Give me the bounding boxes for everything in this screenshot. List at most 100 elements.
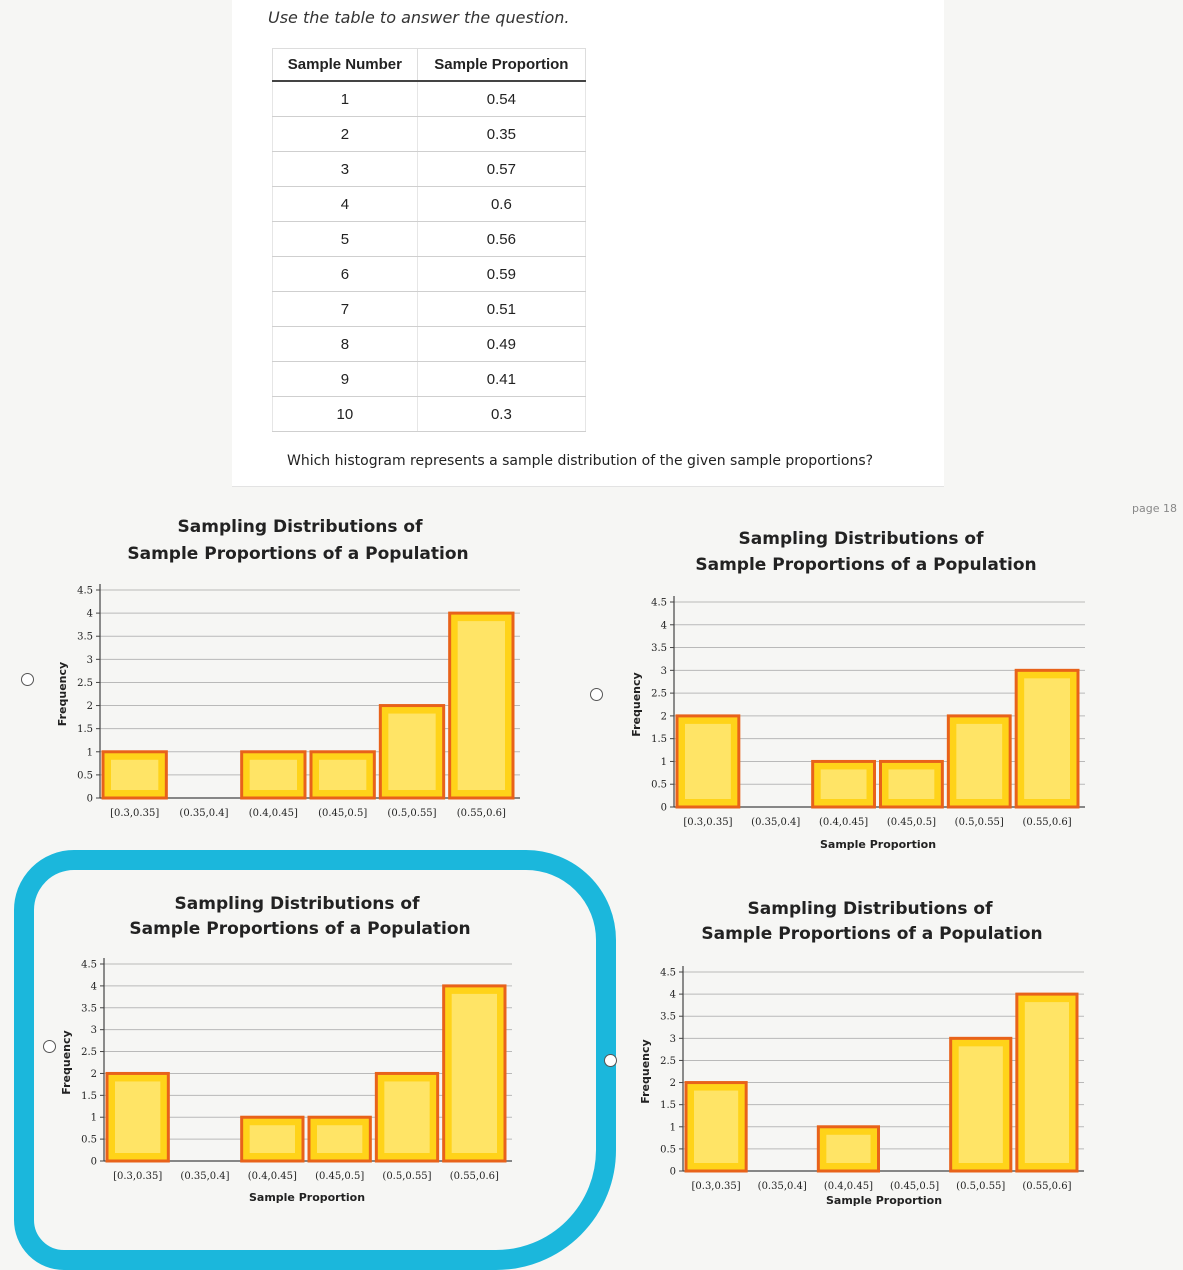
histogram-bar-highlight xyxy=(317,1125,363,1153)
x-category-label: (0.45,0.5] xyxy=(315,1171,364,1182)
y-tick-label: 0 xyxy=(661,803,667,814)
y-tick-label: 4 xyxy=(87,609,93,620)
y-tick-label: 4.5 xyxy=(81,960,97,971)
y-tick-label: 4.5 xyxy=(77,586,93,597)
question-text: Which histogram represents a sample dist… xyxy=(287,453,874,469)
histogram-bar-highlight xyxy=(249,1125,295,1153)
column-header-sample-number: Sample Number xyxy=(272,48,418,82)
chart-title-line-1: Sampling Distributions of xyxy=(739,529,985,549)
histogram-bar-highlight xyxy=(826,1134,871,1163)
y-tick-label: 2 xyxy=(87,701,93,712)
sample-proportion-cell: 0.57 xyxy=(416,151,587,187)
y-tick-label: 1 xyxy=(670,1122,676,1133)
y-tick-label: 2.5 xyxy=(77,678,93,689)
y-tick-label: 4 xyxy=(661,620,667,631)
y-tick-label: 1 xyxy=(87,747,93,758)
histogram-bar-highlight xyxy=(384,1081,430,1153)
x-category-label: [0.3,0.35] xyxy=(692,1181,741,1192)
y-tick-label: 1.5 xyxy=(651,734,667,745)
sample-number-cell: 10 xyxy=(272,396,418,432)
x-category-label: (0.35,0.4] xyxy=(179,808,228,819)
chart-title-line-1: Sampling Distributions of xyxy=(178,517,424,537)
histogram-bar-highlight xyxy=(388,713,436,790)
sample-number-cell: 7 xyxy=(272,291,418,327)
histogram-bar-highlight xyxy=(319,759,367,790)
x-category-label: (0.35,0.4] xyxy=(751,817,800,828)
y-tick-label: 0.5 xyxy=(77,770,93,781)
option-a-histogram: Sampling Distributions of Sample Proport… xyxy=(56,517,520,819)
x-category-label: (0.4,0.45] xyxy=(824,1181,873,1192)
x-category-label: (0.45,0.5] xyxy=(890,1181,939,1192)
option-c-radio[interactable] xyxy=(43,1040,56,1053)
histogram-bar-highlight xyxy=(1024,1002,1069,1163)
histogram-bar-highlight xyxy=(820,769,867,799)
y-tick-label: 3 xyxy=(87,655,93,666)
y-tick-label: 3 xyxy=(670,1034,676,1045)
table-row: 8 0.49 xyxy=(272,326,587,362)
sample-number-cell: 8 xyxy=(272,326,418,362)
y-tick-label: 0 xyxy=(670,1167,676,1178)
chart-title-line-2: Sample Proportions of a Population xyxy=(701,924,1042,944)
y-tick-label: 4 xyxy=(91,981,97,992)
table-row: 6 0.59 xyxy=(272,256,587,292)
y-tick-label: 2 xyxy=(670,1078,676,1089)
x-axis-label: Sample Proportion xyxy=(820,838,936,851)
x-category-label: (0.45,0.5] xyxy=(887,817,936,828)
x-category-label: (0.55,0.6] xyxy=(1023,817,1072,828)
y-tick-label: 4 xyxy=(670,990,676,1001)
y-tick-label: 1 xyxy=(91,1113,97,1124)
option-b-radio[interactable] xyxy=(590,688,603,701)
histogram-bar-highlight xyxy=(888,769,935,799)
x-category-label: (0.5,0.55] xyxy=(382,1171,431,1182)
sample-proportion-cell: 0.3 xyxy=(416,396,587,432)
option-c-histogram: Sampling Distributions of Sample Proport… xyxy=(60,894,512,1204)
option-d-chart[interactable]: Sampling Distributions of Sample Proport… xyxy=(628,895,1128,1225)
histogram-bar-highlight xyxy=(111,759,159,790)
x-category-label: (0.55,0.6] xyxy=(1022,1181,1071,1192)
histogram-bar-highlight xyxy=(958,1046,1003,1163)
y-tick-label: 3.5 xyxy=(651,643,667,654)
option-d-histogram: Sampling Distributions of Sample Proport… xyxy=(639,899,1084,1207)
y-tick-label: 2.5 xyxy=(660,1056,676,1067)
sample-number-cell: 4 xyxy=(272,186,418,222)
y-tick-label: 3 xyxy=(91,1025,97,1036)
option-b-chart[interactable]: Sampling Distributions of Sample Proport… xyxy=(615,518,1115,858)
option-a-radio[interactable] xyxy=(21,673,34,686)
chart-title-line-2: Sample Proportions of a Population xyxy=(127,544,468,564)
sample-proportion-cell: 0.56 xyxy=(416,221,587,257)
histogram-bar-highlight xyxy=(694,1090,739,1163)
x-category-label: (0.35,0.4] xyxy=(758,1181,807,1192)
y-tick-label: 4.5 xyxy=(651,598,667,609)
y-tick-label: 2 xyxy=(91,1069,97,1080)
x-category-label: [0.3,0.35] xyxy=(110,808,159,819)
x-axis-label: Sample Proportion xyxy=(826,1194,942,1207)
x-category-label: [0.3,0.35] xyxy=(683,817,732,828)
y-tick-label: 1.5 xyxy=(77,724,93,735)
y-axis-label: Frequency xyxy=(56,662,69,726)
page-number: page 18 xyxy=(1132,502,1177,515)
x-category-label: (0.4,0.45] xyxy=(248,1171,297,1182)
sample-proportion-cell: 0.51 xyxy=(416,291,587,327)
sample-proportion-cell: 0.6 xyxy=(416,186,587,222)
option-c-chart[interactable]: Sampling Distributions of Sample Proport… xyxy=(50,885,560,1215)
sample-number-cell: 3 xyxy=(272,151,418,187)
y-tick-label: 0.5 xyxy=(81,1135,97,1146)
y-tick-label: 3 xyxy=(661,666,667,677)
table-row: 2 0.35 xyxy=(272,116,587,152)
sample-number-cell: 1 xyxy=(272,81,418,117)
histogram-bar-highlight xyxy=(115,1081,161,1153)
table-header-row: Sample Number Sample Proportion xyxy=(272,48,587,82)
histogram-bar-highlight xyxy=(249,759,297,790)
chart-title-line-2: Sample Proportions of a Population xyxy=(129,919,470,939)
y-tick-label: 0.5 xyxy=(651,780,667,791)
chart-title-line-1: Sampling Distributions of xyxy=(748,899,994,919)
y-axis-label: Frequency xyxy=(630,672,643,736)
option-a-chart[interactable]: Sampling Distributions of Sample Proport… xyxy=(50,505,560,845)
y-tick-label: 0.5 xyxy=(660,1144,676,1155)
question-card: Use the table to answer the question. Sa… xyxy=(232,0,944,487)
sample-proportion-cell: 0.41 xyxy=(416,361,587,397)
table-row: 10 0.3 xyxy=(272,396,587,432)
sample-number-cell: 6 xyxy=(272,256,418,292)
instruction-text: Use the table to answer the question. xyxy=(268,8,570,27)
option-d-radio[interactable] xyxy=(604,1054,617,1067)
